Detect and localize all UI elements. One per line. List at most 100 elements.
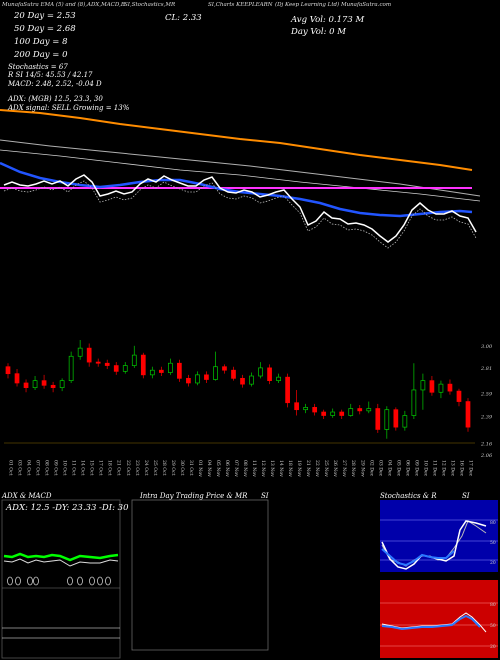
candle-body xyxy=(50,384,56,388)
date-tick-label: 05 Nov xyxy=(215,460,221,477)
date-tick-label: 03 Oct xyxy=(17,460,23,476)
macd-histogram-marker xyxy=(7,576,13,586)
date-tick-label: 03 Dec xyxy=(377,460,383,477)
date-tick-label: 29 Oct xyxy=(170,460,176,476)
candle-body xyxy=(312,407,318,413)
adx-line xyxy=(3,552,119,562)
candle-body xyxy=(348,408,354,416)
candle-body xyxy=(14,373,20,384)
price-tick-label: 2.39 xyxy=(480,415,493,421)
date-tick-label: 26 Nov xyxy=(332,460,338,477)
macd-histogram-marker xyxy=(33,576,39,586)
date-tick-label: 15 Oct xyxy=(89,460,95,476)
date-tick-label: 19 Nov xyxy=(296,460,302,477)
avg-volume-label: Avg Vol: 0.173 M xyxy=(291,15,365,25)
date-tick-label: 17 Dec xyxy=(468,460,474,477)
adx-panel-values: ADX: 12.5 -DY: 23.33 -DI: 30 xyxy=(6,503,129,513)
candle-body xyxy=(456,390,462,402)
date-tick-label: 28 Oct xyxy=(161,460,167,476)
candle-body xyxy=(158,369,164,373)
candle-body xyxy=(375,408,381,430)
macd-histogram-marker xyxy=(97,576,103,586)
candle-body xyxy=(339,411,345,416)
date-tick-label: 08 Nov xyxy=(242,460,248,477)
price-tick-label: 2.06 xyxy=(480,453,493,459)
ema100-label: 100 Day = 8 xyxy=(14,37,68,47)
date-tick-label: 30 Oct xyxy=(179,460,185,476)
candle-body xyxy=(177,362,182,379)
header-title-2: SI,Stochastics,MR xyxy=(124,2,176,8)
date-tick-label: 18 Nov xyxy=(287,460,293,477)
rsi-tick-label: 20 xyxy=(490,644,496,650)
candle-body xyxy=(95,361,101,364)
macd-histogram-marker xyxy=(27,576,33,586)
date-tick-label: 04 Oct xyxy=(26,460,32,476)
date-tick-label: 11 Dec xyxy=(431,460,437,477)
rsi-panel xyxy=(380,580,498,658)
close-price-label: CL: 2.33 xyxy=(165,13,202,23)
date-tick-label: 04 Nov xyxy=(206,460,212,477)
candle-body xyxy=(149,369,155,376)
header-title-4: (Dj Keep Learning Ltd) MunafaSutra.com xyxy=(275,2,392,8)
date-tick-label: 16 Dec xyxy=(458,460,464,477)
macd-histogram-marker xyxy=(67,576,73,586)
panel-title-adx-macd: ADX & MACD xyxy=(2,492,52,500)
candle-body xyxy=(294,402,299,411)
stochastics-panel xyxy=(380,500,498,572)
candle-body xyxy=(204,374,209,380)
date-tick-label: 31 Oct xyxy=(188,460,194,476)
candle-body xyxy=(77,347,83,357)
date-tick-label: 01 Nov xyxy=(197,460,203,477)
date-tick-label: 07 Oct xyxy=(35,460,41,476)
price-line xyxy=(3,174,477,243)
candle-body xyxy=(23,382,29,388)
candle-body xyxy=(240,377,245,385)
stochastics-label: Stochastics = 67 xyxy=(8,63,68,71)
ema200-line xyxy=(0,109,473,171)
candle-body xyxy=(122,365,128,372)
macd-histogram-marker xyxy=(105,576,111,586)
macd-histogram-marker xyxy=(77,576,83,586)
candle-body xyxy=(86,347,92,363)
candle-body xyxy=(41,380,47,386)
ema200-label: 200 Day = 0 xyxy=(14,50,68,60)
price-tick-label: 2.59 xyxy=(480,391,493,397)
date-tick-label: 14 Nov xyxy=(278,460,284,477)
candle-body xyxy=(321,411,327,416)
candle-body xyxy=(222,366,227,371)
candle-body xyxy=(258,367,263,377)
price-tick-label: 2.81 xyxy=(480,366,492,372)
rsi-blue-line xyxy=(381,614,481,631)
date-tick-label: 08 Oct xyxy=(44,460,50,476)
header-title-1: MunafaSutra EMA (5) and (8),ADX,MACD,B xyxy=(2,2,125,8)
candle-body xyxy=(140,354,146,376)
macd-histogram-marker xyxy=(15,576,21,586)
date-tick-label: 02 Dec xyxy=(368,460,374,477)
candle-body xyxy=(357,408,363,412)
candle-body xyxy=(303,407,308,411)
date-tick-label: 11 Nov xyxy=(251,460,257,477)
date-tick-label: 06 Dec xyxy=(404,460,410,477)
day-volume-label: Day Vol: 0 M xyxy=(291,27,346,37)
date-tick-label: 04 Dec xyxy=(386,460,392,477)
candle-body xyxy=(447,383,453,392)
date-tick-label: 13 Nov xyxy=(269,460,275,477)
stochastics-blue-line xyxy=(381,548,455,567)
date-tick-label: 21 Nov xyxy=(305,460,311,477)
panel-title-intraday: Intra Day Trading Price & MR xyxy=(140,492,248,500)
price-tick-label: 2.16 xyxy=(480,441,493,447)
date-tick-label: 17 Oct xyxy=(98,460,104,476)
candle-body xyxy=(249,375,254,385)
candle-body xyxy=(402,415,408,428)
date-tick-label: 23 Oct xyxy=(134,460,140,476)
macd-histogram-marker xyxy=(89,576,95,586)
adx-macd-panel xyxy=(1,499,121,659)
candle-body xyxy=(465,401,471,428)
rsi-tick-label: 80 xyxy=(490,602,496,608)
candle-body xyxy=(438,383,444,393)
date-tick-label: 27 Nov xyxy=(341,460,347,477)
date-tick-label: 10 Oct xyxy=(62,460,68,476)
candle-body xyxy=(429,380,435,393)
rsi-tick-label: 50 xyxy=(490,623,496,629)
